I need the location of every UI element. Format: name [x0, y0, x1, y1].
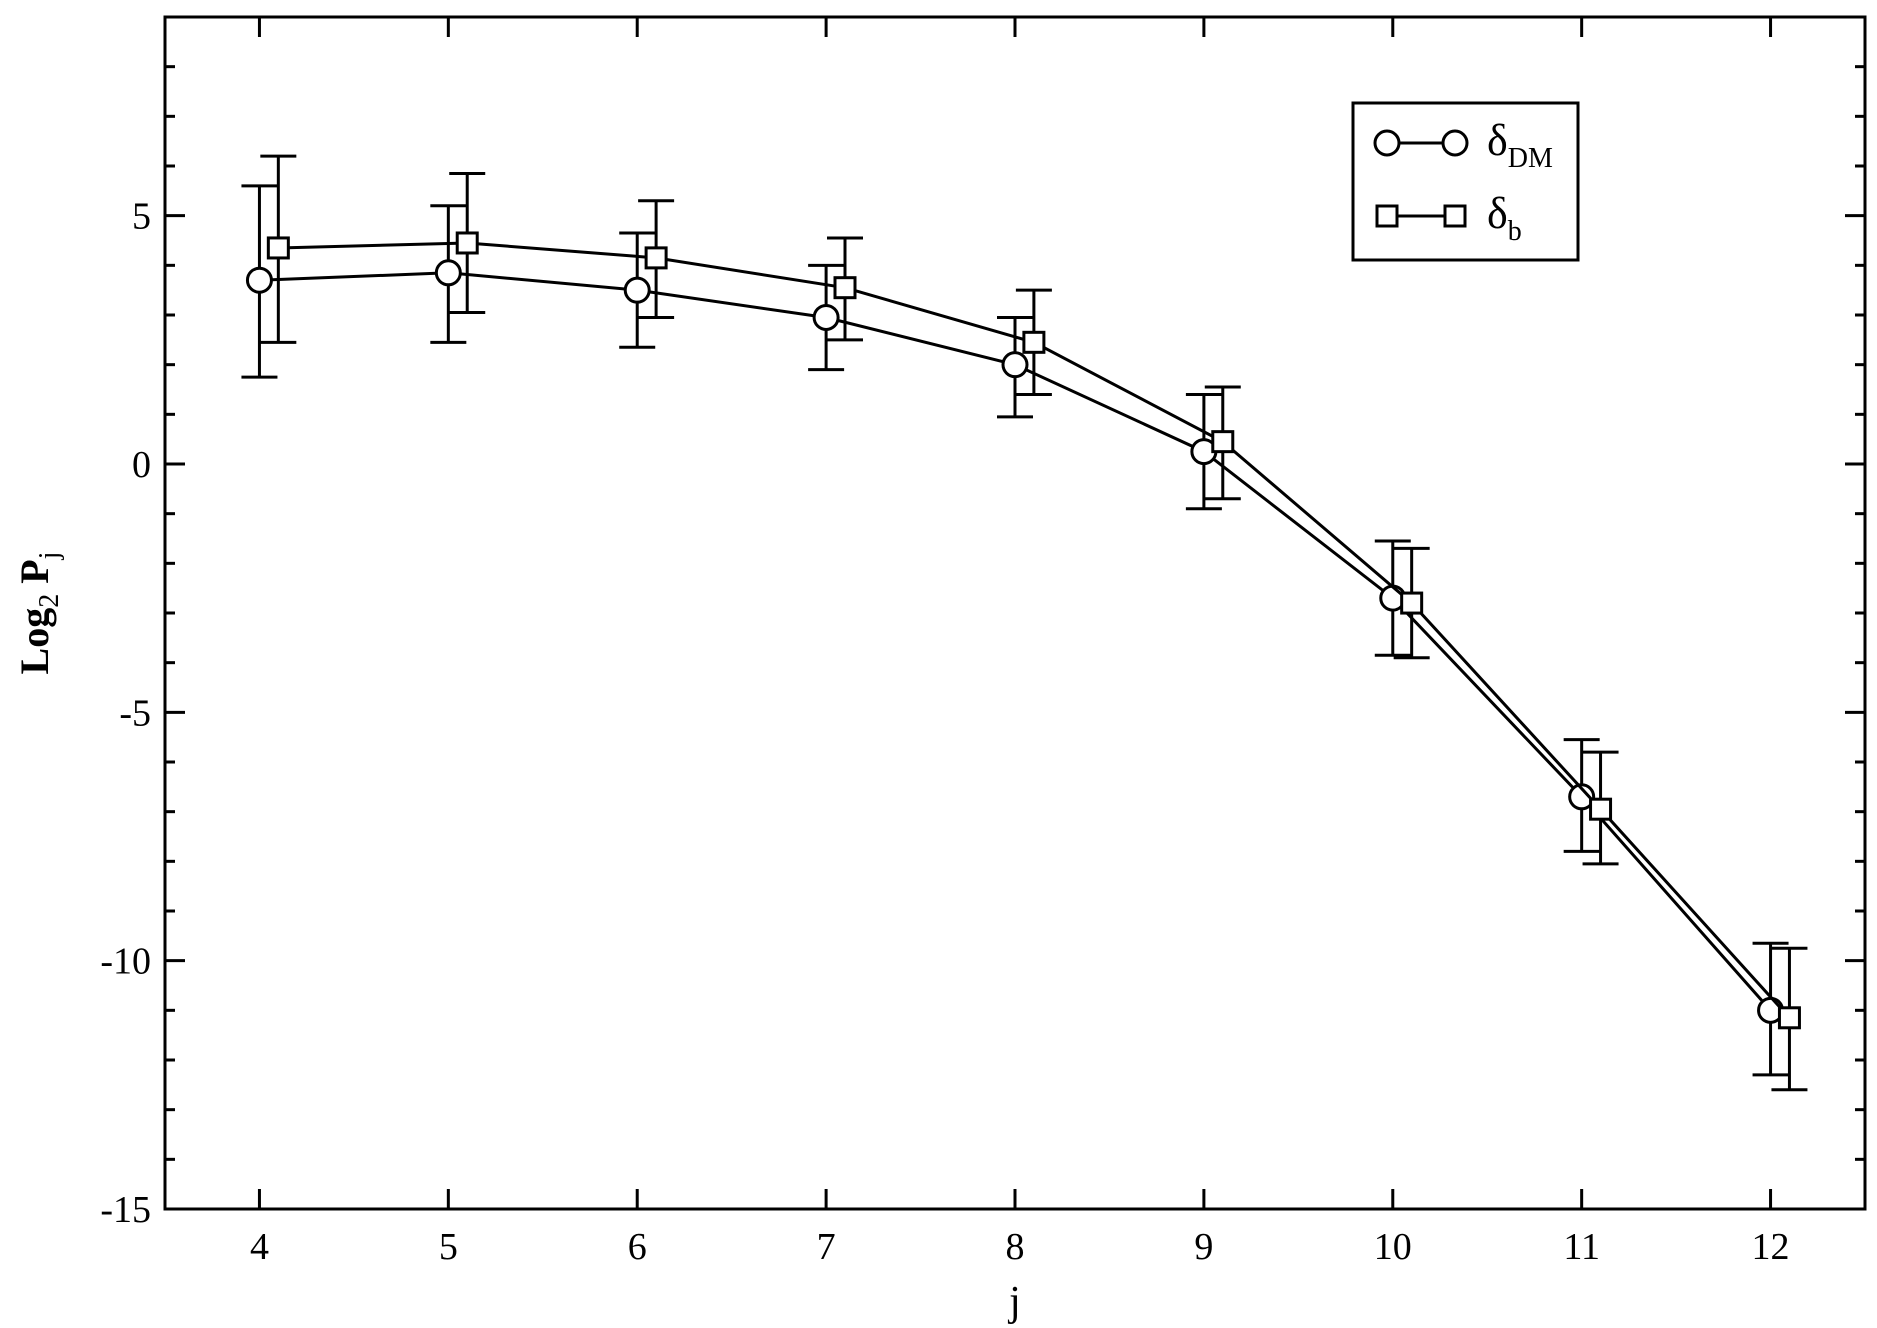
x-tick-label-11: 11: [1563, 1226, 1600, 1268]
data-point-b: [455, 231, 479, 255]
legend-marker-dm-right: [1441, 129, 1469, 157]
data-point-b: [1589, 797, 1613, 821]
data-point-b: [1400, 591, 1424, 615]
ticks-layer: 4 5 6 7 8 9 10 11 12 -15 -10 -5 0 5: [100, 15, 1865, 1268]
data-point-b: [644, 246, 668, 270]
data-point-dm: [434, 259, 462, 287]
data-point-b: [833, 276, 857, 300]
x-tick-label-4: 4: [250, 1226, 269, 1268]
data-point-dm: [1001, 351, 1029, 379]
x-tick-label-9: 9: [1194, 1226, 1213, 1268]
x-tick-label-10: 10: [1374, 1226, 1412, 1268]
y-tick-label--10: -10: [100, 941, 151, 983]
x-axis-label: j: [1007, 1279, 1021, 1325]
legend-marker-b-left: [1375, 204, 1399, 228]
x-tick-label-8: 8: [1006, 1226, 1025, 1268]
data-point-dm: [1568, 783, 1596, 811]
y-axis-label: Log2Pj: [12, 552, 65, 675]
legend-label-dm: δDM: [1487, 116, 1553, 174]
x-tick-label-7: 7: [817, 1226, 836, 1268]
data-point-dm: [245, 266, 273, 294]
x-tick-label-6: 6: [628, 1226, 647, 1268]
y-tick-label-0: 0: [132, 444, 151, 486]
data-point-b: [1777, 1006, 1801, 1030]
data-point-dm: [623, 276, 651, 304]
x-tick-label-12: 12: [1752, 1226, 1790, 1268]
y-tick-label-5: 5: [132, 196, 151, 238]
data-point-dm: [812, 303, 840, 331]
data-point-b: [1211, 430, 1235, 454]
series-layer: [241, 154, 1808, 1092]
x-tick-label-5: 5: [439, 1226, 458, 1268]
legend-marker-dm-left: [1373, 129, 1401, 157]
y-tick-label--5: -5: [119, 692, 151, 734]
legend-box: [1351, 101, 1580, 262]
y-tick-label--15: -15: [100, 1189, 151, 1231]
legend-label-b: δb: [1487, 189, 1522, 247]
legend-marker-b-right: [1443, 204, 1467, 228]
series-b: [260, 154, 1808, 1092]
data-point-b: [266, 236, 290, 260]
data-point-b: [1022, 330, 1046, 354]
legend: δDM δb: [1351, 101, 1580, 262]
